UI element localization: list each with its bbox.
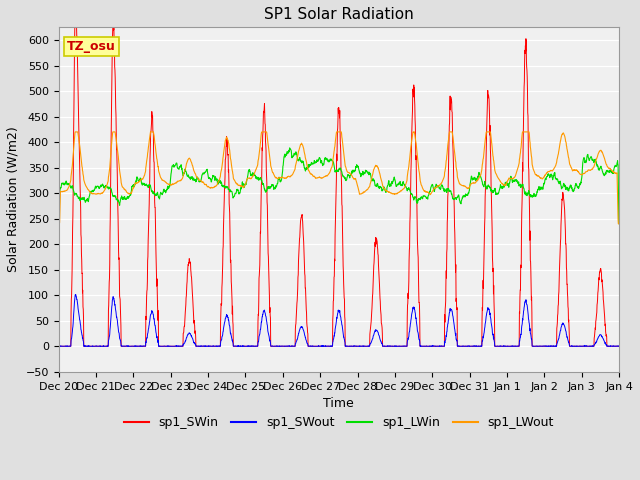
sp1_LWin bbox=[502, 180, 510, 186]
sp1_SWin bbox=[615, 343, 623, 349]
sp1_SWout bbox=[582, 343, 589, 349]
sp1_LWin bbox=[211, 178, 219, 183]
sp1_SWout bbox=[566, 343, 573, 349]
sp1_LWout bbox=[582, 169, 589, 175]
sp1_SWin bbox=[355, 343, 363, 349]
sp1_LWout bbox=[502, 181, 510, 187]
sp1_LWin bbox=[55, 221, 63, 227]
sp1_SWin bbox=[566, 343, 573, 349]
sp1_LWout bbox=[355, 190, 363, 195]
sp1_SWout bbox=[55, 343, 63, 349]
sp1_SWin bbox=[72, 0, 79, 3]
sp1_SWin bbox=[55, 343, 63, 349]
sp1_LWin bbox=[367, 176, 375, 182]
sp1_LWout bbox=[615, 221, 623, 227]
Line: sp1_LWin: sp1_LWin bbox=[59, 148, 619, 224]
sp1_SWout bbox=[367, 339, 375, 345]
Title: SP1 Solar Radiation: SP1 Solar Radiation bbox=[264, 7, 413, 22]
sp1_SWin bbox=[502, 343, 510, 349]
sp1_SWout bbox=[355, 343, 363, 348]
sp1_SWout bbox=[211, 343, 219, 349]
sp1_SWout bbox=[72, 292, 79, 298]
sp1_SWout bbox=[615, 343, 623, 349]
sp1_LWin bbox=[355, 168, 363, 174]
X-axis label: Time: Time bbox=[323, 397, 354, 410]
sp1_LWin bbox=[582, 159, 589, 165]
sp1_LWout bbox=[211, 184, 219, 190]
sp1_LWout bbox=[367, 176, 375, 182]
sp1_LWout bbox=[72, 129, 79, 135]
sp1_LWout bbox=[55, 221, 63, 227]
sp1_SWin bbox=[367, 313, 375, 319]
Legend: sp1_SWin, sp1_SWout, sp1_LWin, sp1_LWout: sp1_SWin, sp1_SWout, sp1_LWin, sp1_LWout bbox=[119, 411, 559, 434]
sp1_SWin bbox=[582, 343, 589, 349]
Line: sp1_LWout: sp1_LWout bbox=[59, 132, 619, 224]
sp1_LWout bbox=[566, 162, 573, 168]
Line: sp1_SWin: sp1_SWin bbox=[59, 0, 619, 346]
sp1_LWin bbox=[615, 221, 623, 227]
Text: TZ_osu: TZ_osu bbox=[67, 40, 116, 53]
sp1_SWout bbox=[502, 343, 510, 349]
sp1_SWin bbox=[211, 343, 219, 349]
Line: sp1_SWout: sp1_SWout bbox=[59, 295, 619, 346]
sp1_LWin bbox=[286, 145, 294, 151]
Y-axis label: Solar Radiation (W/m2): Solar Radiation (W/m2) bbox=[7, 127, 20, 273]
sp1_LWin bbox=[566, 185, 573, 191]
